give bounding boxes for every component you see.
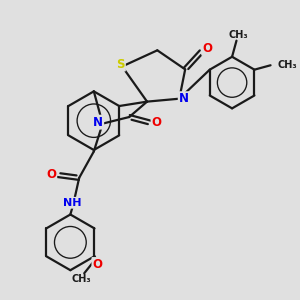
Text: NH: NH [63, 198, 81, 208]
Text: CH₃: CH₃ [278, 60, 298, 70]
Text: CH₃: CH₃ [71, 274, 91, 284]
Text: S: S [116, 58, 125, 70]
Text: O: O [152, 116, 161, 129]
Text: O: O [202, 42, 212, 55]
Text: O: O [46, 168, 56, 182]
Text: N: N [179, 92, 189, 105]
Text: CH₃: CH₃ [228, 30, 248, 40]
Text: N: N [93, 116, 103, 129]
Text: O: O [92, 258, 102, 271]
